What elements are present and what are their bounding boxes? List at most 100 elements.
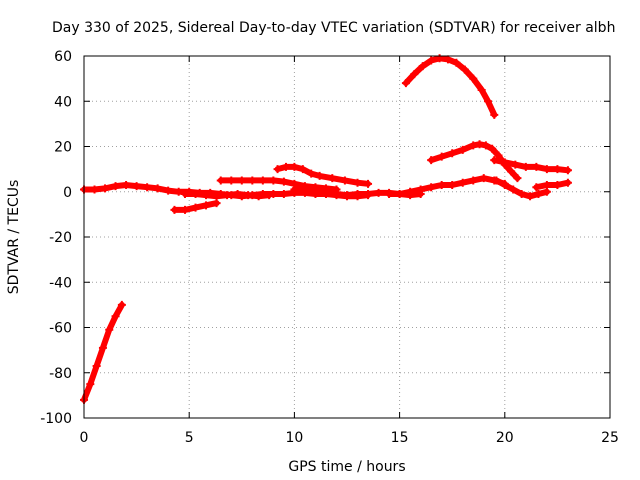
y-tick-label: 20 (54, 140, 72, 156)
x-tick-label: 10 (285, 430, 303, 446)
x-tick-label: 20 (496, 430, 514, 446)
data-point (448, 180, 457, 189)
data-point (553, 165, 562, 174)
data-point (534, 190, 543, 199)
grid-layer (84, 56, 610, 418)
series-arc-3 (170, 199, 221, 214)
data-point (364, 179, 373, 188)
y-tick-label: -80 (49, 366, 72, 382)
data-point (563, 166, 572, 175)
y-tick-label: -100 (40, 411, 72, 427)
data-point (279, 190, 288, 199)
data-point (385, 190, 394, 199)
data-point (164, 186, 173, 195)
y-tick-label: -40 (49, 275, 72, 291)
chart-title: Day 330 of 2025, Sidereal Day-to-day VTE… (52, 20, 615, 36)
data-point (469, 176, 478, 185)
data-point (490, 110, 499, 119)
data-point (458, 178, 467, 187)
data-point (290, 185, 299, 194)
data-point (174, 187, 183, 196)
series-band (533, 179, 571, 191)
data-point (191, 203, 200, 212)
data-point (374, 188, 383, 197)
data-point (507, 167, 516, 176)
series-band (402, 55, 498, 118)
data-point (353, 178, 362, 187)
series-arc-7 (290, 185, 373, 201)
data-point (395, 190, 404, 199)
data-point (223, 191, 232, 200)
series-arc-12 (492, 176, 551, 201)
data-point (202, 191, 211, 200)
data-point (279, 177, 288, 186)
data-point (321, 190, 330, 199)
data-point (427, 56, 436, 65)
data-point (469, 141, 478, 150)
data-point (542, 180, 551, 189)
data-point (111, 182, 120, 191)
data-point (475, 140, 484, 149)
data-point (237, 176, 246, 185)
data-point (364, 191, 373, 200)
series-arc-6 (273, 162, 373, 188)
data-point (437, 180, 446, 189)
data-point (273, 165, 282, 174)
data-point (500, 180, 509, 189)
series-arc-4 (180, 190, 274, 201)
data-point (553, 180, 562, 189)
data-point (180, 205, 189, 214)
data-point (227, 176, 236, 185)
series-layer (80, 54, 572, 404)
data-point (517, 190, 526, 199)
data-point (281, 162, 290, 171)
data-point (143, 183, 152, 192)
y-tick-label: -60 (49, 321, 72, 337)
data-point (526, 192, 535, 201)
y-tick-label: -20 (49, 230, 72, 246)
data-point (216, 176, 225, 185)
x-axis-title: GPS time / hours (288, 459, 405, 475)
y-axis-title: SDTVAR / TECUs (6, 180, 22, 295)
data-point (202, 201, 211, 210)
data-point (532, 162, 541, 171)
data-point (332, 191, 341, 200)
data-point (353, 192, 362, 201)
data-point (298, 165, 307, 174)
data-point (416, 185, 425, 194)
data-point (401, 79, 410, 88)
data-point (269, 176, 278, 185)
series-band (274, 163, 371, 187)
data-point (443, 55, 452, 64)
data-point (244, 191, 253, 200)
data-point (427, 156, 436, 165)
data-point (488, 144, 497, 153)
data-point (315, 171, 324, 180)
y-tick-label: 0 (63, 185, 72, 201)
data-point (483, 97, 492, 106)
data-point (410, 70, 419, 79)
data-point (492, 176, 501, 185)
data-point (509, 185, 518, 194)
data-point (212, 192, 221, 201)
series-arc-1 (80, 300, 126, 404)
data-point (460, 65, 469, 74)
x-tick-label: 0 (80, 430, 89, 446)
ticks-layer: 0 5 10 15 20 25 -100 -80 -60 -40 -20 0 20 40 60 (40, 49, 619, 446)
data-point (490, 156, 499, 165)
data-point (511, 160, 520, 169)
data-point (477, 85, 486, 94)
data-point (437, 152, 446, 161)
data-point (101, 184, 110, 193)
data-point (212, 199, 221, 208)
data-point (105, 325, 114, 334)
series-arc-8 (401, 54, 499, 119)
data-point (448, 149, 457, 158)
y-tick-label: 60 (54, 49, 72, 65)
data-point (542, 187, 551, 196)
data-point (122, 180, 131, 189)
data-point (111, 312, 120, 321)
series-arc-10 (385, 174, 509, 199)
data-point (265, 191, 274, 200)
